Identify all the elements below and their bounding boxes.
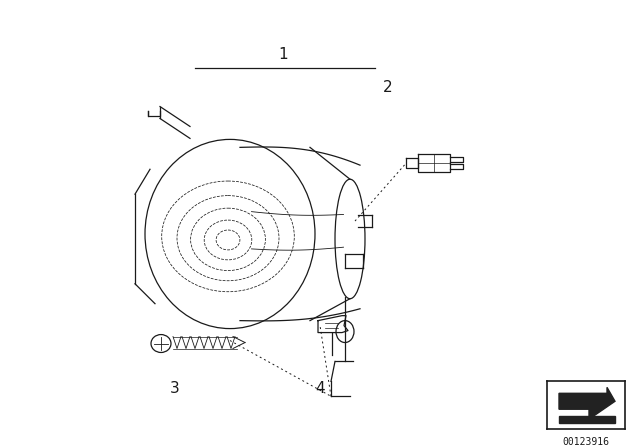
Polygon shape [559, 416, 615, 423]
Text: 1: 1 [278, 47, 288, 62]
Text: 2: 2 [383, 80, 393, 95]
Text: 3: 3 [170, 381, 180, 396]
Text: 4: 4 [315, 381, 325, 396]
Text: 00123916: 00123916 [563, 437, 609, 447]
Polygon shape [559, 388, 615, 419]
